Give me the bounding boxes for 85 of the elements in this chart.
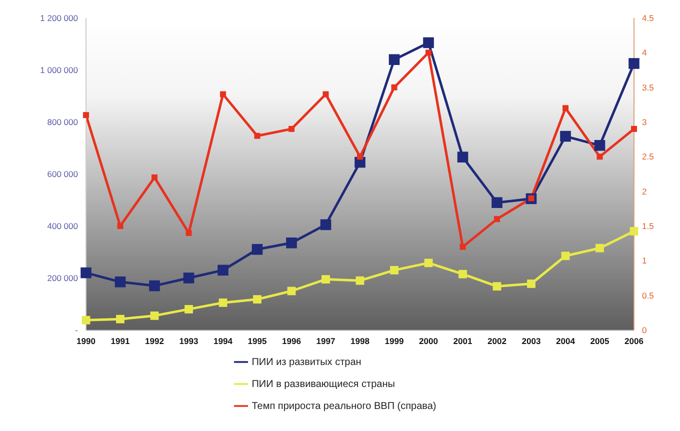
y2-tick-label: 2.5 [642, 152, 654, 162]
point [391, 84, 398, 90]
point [424, 258, 433, 268]
x-tick-label: 1999 [384, 336, 404, 346]
y2-tick-label: 4.5 [642, 13, 654, 24]
y-tick-label: 800 000 [47, 117, 78, 128]
point [460, 244, 466, 250]
x-tick-label: 2006 [624, 336, 644, 346]
legend-label: ПИИ из развитых стран [252, 357, 362, 368]
x-tick-label: 1991 [110, 336, 130, 346]
point [253, 295, 262, 304]
point [630, 227, 638, 236]
y-tick-label: 1 000 000 [40, 65, 78, 76]
point [357, 154, 363, 160]
x-tick-label: 1992 [145, 336, 164, 346]
x-tick-label: 2003 [522, 336, 541, 346]
point [561, 252, 570, 260]
point [183, 272, 194, 284]
y2-tick-label: 0.5 [642, 290, 654, 300]
y-tick-label: 1 200 000 [40, 13, 78, 24]
point [82, 316, 90, 324]
x-tick-label: 1997 [316, 336, 336, 346]
point [186, 230, 192, 236]
point [492, 282, 502, 291]
x-tick-label: 1993 [179, 336, 198, 346]
point [254, 132, 260, 139]
point [458, 270, 467, 278]
point [286, 238, 297, 248]
point [80, 267, 92, 278]
point [218, 298, 228, 307]
point [388, 54, 400, 65]
y-tick-label: 200 000 [47, 273, 78, 284]
point [631, 126, 637, 132]
point [322, 275, 330, 284]
point [560, 130, 571, 142]
point [114, 276, 126, 288]
x-tick-label: 1998 [350, 336, 370, 346]
y2-tick-label: 4 [642, 48, 647, 58]
point [596, 154, 603, 160]
point [494, 216, 500, 222]
y2-tick-label: 1.5 [642, 221, 654, 232]
point [252, 244, 263, 255]
point [426, 50, 432, 56]
x-tick-label: 2005 [590, 336, 610, 346]
point [492, 197, 502, 208]
point [628, 58, 640, 69]
y-tick-label: 400 000 [47, 221, 78, 232]
point [320, 219, 332, 230]
y2-tick-label: 2 [642, 186, 647, 196]
y-tick-label: - [75, 325, 78, 336]
point [562, 105, 568, 112]
point [152, 174, 158, 180]
y-tick-label: 600 000 [47, 169, 78, 180]
x-tick-label: 1996 [282, 336, 302, 346]
point [149, 280, 160, 292]
point [596, 244, 604, 252]
x-tick-label: 2004 [556, 336, 576, 346]
point [423, 37, 434, 48]
x-tick-label: 2001 [453, 336, 472, 346]
point [287, 286, 296, 296]
x-tick-label: 1990 [76, 336, 96, 346]
y2-tick-label: 0 [642, 325, 647, 336]
point [150, 312, 159, 320]
point [594, 140, 606, 151]
point [457, 152, 468, 162]
y2-tick-label: 3.5 [642, 82, 654, 92]
point [218, 264, 228, 276]
point [117, 223, 124, 229]
point [390, 266, 398, 274]
point [527, 280, 536, 288]
point [288, 126, 294, 132]
x-tick-label: 1994 [214, 336, 233, 346]
x-tick-label: 2000 [419, 336, 438, 346]
x-tick-label: 2002 [488, 336, 507, 346]
point [116, 314, 124, 324]
point [83, 112, 89, 118]
point [184, 305, 193, 314]
y2-tick-label: 1 [642, 256, 647, 266]
point [322, 91, 329, 98]
point [356, 276, 364, 285]
y2-tick-label: 3 [642, 117, 647, 128]
legend-label: Темп прироста реального ВВП (справа) [252, 401, 436, 412]
x-tick-label: 1995 [248, 336, 267, 346]
legend-label: ПИИ в развивающиеся страны [252, 379, 395, 390]
point [220, 91, 226, 98]
